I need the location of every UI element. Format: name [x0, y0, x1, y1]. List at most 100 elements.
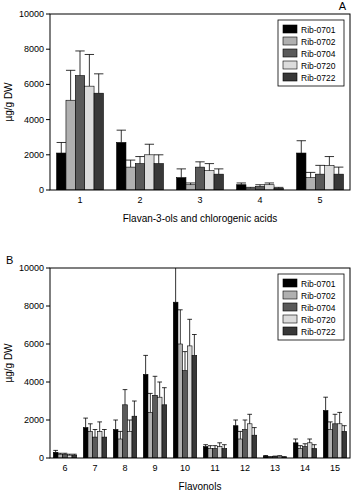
- error-cap: [135, 156, 144, 157]
- y-tick-label: 2000: [24, 150, 44, 160]
- error-bar: [72, 454, 77, 456]
- error-line: [115, 420, 116, 430]
- error-bar: [208, 446, 213, 449]
- error-bar: [205, 164, 214, 171]
- error-bar: [148, 393, 153, 412]
- legend-label: Rib-0722: [301, 327, 336, 337]
- error-bar: [118, 431, 123, 439]
- x-tick-label: 8: [122, 463, 127, 473]
- bar: [315, 174, 324, 190]
- error-cap: [132, 401, 137, 402]
- error-line: [249, 414, 250, 424]
- error-line: [99, 422, 100, 432]
- error-line: [149, 144, 150, 155]
- error-bar: [323, 397, 328, 410]
- error-line: [325, 397, 326, 410]
- y-tick-label: 8000: [24, 301, 44, 311]
- error-line: [314, 445, 315, 449]
- legend-label: Rib-0720: [301, 315, 336, 325]
- error-cap: [263, 455, 268, 456]
- bar: [217, 447, 222, 458]
- error-cap: [247, 414, 252, 415]
- error-line: [150, 393, 151, 412]
- bar: [325, 165, 334, 190]
- error-cap: [222, 444, 227, 445]
- error-bar: [203, 445, 208, 447]
- bar: [203, 447, 208, 458]
- error-cap: [123, 389, 128, 390]
- x-tick-label: 15: [330, 463, 340, 473]
- y-tick-label: 8000: [24, 44, 44, 54]
- error-cap: [238, 431, 243, 432]
- error-bar: [126, 160, 135, 167]
- error-bar: [246, 187, 255, 189]
- bar: [237, 185, 246, 190]
- bar: [303, 447, 308, 458]
- x-tick-label: 14: [300, 463, 310, 473]
- error-bar: [265, 183, 274, 185]
- error-bar: [303, 444, 308, 447]
- y-tick: [46, 49, 50, 50]
- x-tick-label: 12: [240, 463, 250, 473]
- error-line: [224, 445, 225, 449]
- y-axis-label: µg/g DW: [3, 82, 14, 122]
- error-bar: [297, 141, 306, 153]
- error-cap: [102, 429, 107, 430]
- bar: [306, 178, 315, 190]
- error-cap: [85, 54, 94, 55]
- x-tick-label: 10: [180, 463, 190, 473]
- bar: [53, 452, 58, 458]
- error-cap: [255, 184, 264, 185]
- error-line: [305, 444, 306, 447]
- bar: [177, 178, 186, 190]
- error-bar: [273, 456, 278, 457]
- error-line: [309, 439, 310, 443]
- bar: [312, 449, 317, 459]
- x-tick-label: 6: [62, 463, 67, 473]
- bar: [162, 405, 167, 458]
- error-bar: [157, 382, 162, 397]
- error-line: [235, 420, 236, 426]
- x-tick-label: 5: [317, 195, 322, 205]
- error-cap: [328, 421, 333, 422]
- legend-box: [278, 20, 344, 86]
- error-line: [338, 167, 339, 174]
- error-bar: [53, 450, 58, 452]
- bar: [117, 142, 126, 190]
- error-cap: [293, 439, 298, 440]
- error-cap: [177, 168, 186, 169]
- x-tick-label: 4: [257, 195, 262, 205]
- error-bar: [307, 439, 312, 443]
- error-cap: [58, 453, 63, 454]
- y-tick-label: 0: [39, 185, 44, 195]
- legend-swatch: [283, 25, 297, 33]
- error-cap: [187, 319, 192, 320]
- error-cap: [148, 393, 153, 394]
- error-bar: [132, 401, 137, 416]
- error-cap: [333, 414, 338, 415]
- x-axis-label: Flavonols: [179, 481, 222, 492]
- error-cap: [203, 444, 208, 445]
- error-cap: [307, 439, 312, 440]
- error-cap: [157, 382, 162, 383]
- error-line: [215, 446, 216, 449]
- error-line: [98, 74, 99, 93]
- y-tick-label: 2000: [24, 415, 44, 425]
- error-cap: [268, 456, 273, 457]
- error-cap: [252, 427, 257, 428]
- bar: [85, 86, 94, 190]
- bar: [123, 405, 128, 458]
- error-bar: [315, 165, 324, 174]
- bar: [132, 416, 137, 458]
- error-cap: [214, 168, 223, 169]
- error-cap: [183, 351, 188, 352]
- error-cap: [217, 442, 222, 443]
- error-bar: [337, 412, 342, 423]
- error-cap: [243, 420, 248, 421]
- error-cap: [75, 50, 84, 51]
- error-cap: [143, 355, 148, 356]
- marks: [57, 51, 344, 190]
- error-cap: [162, 387, 167, 388]
- error-cap: [246, 187, 255, 188]
- error-bar: [263, 455, 268, 457]
